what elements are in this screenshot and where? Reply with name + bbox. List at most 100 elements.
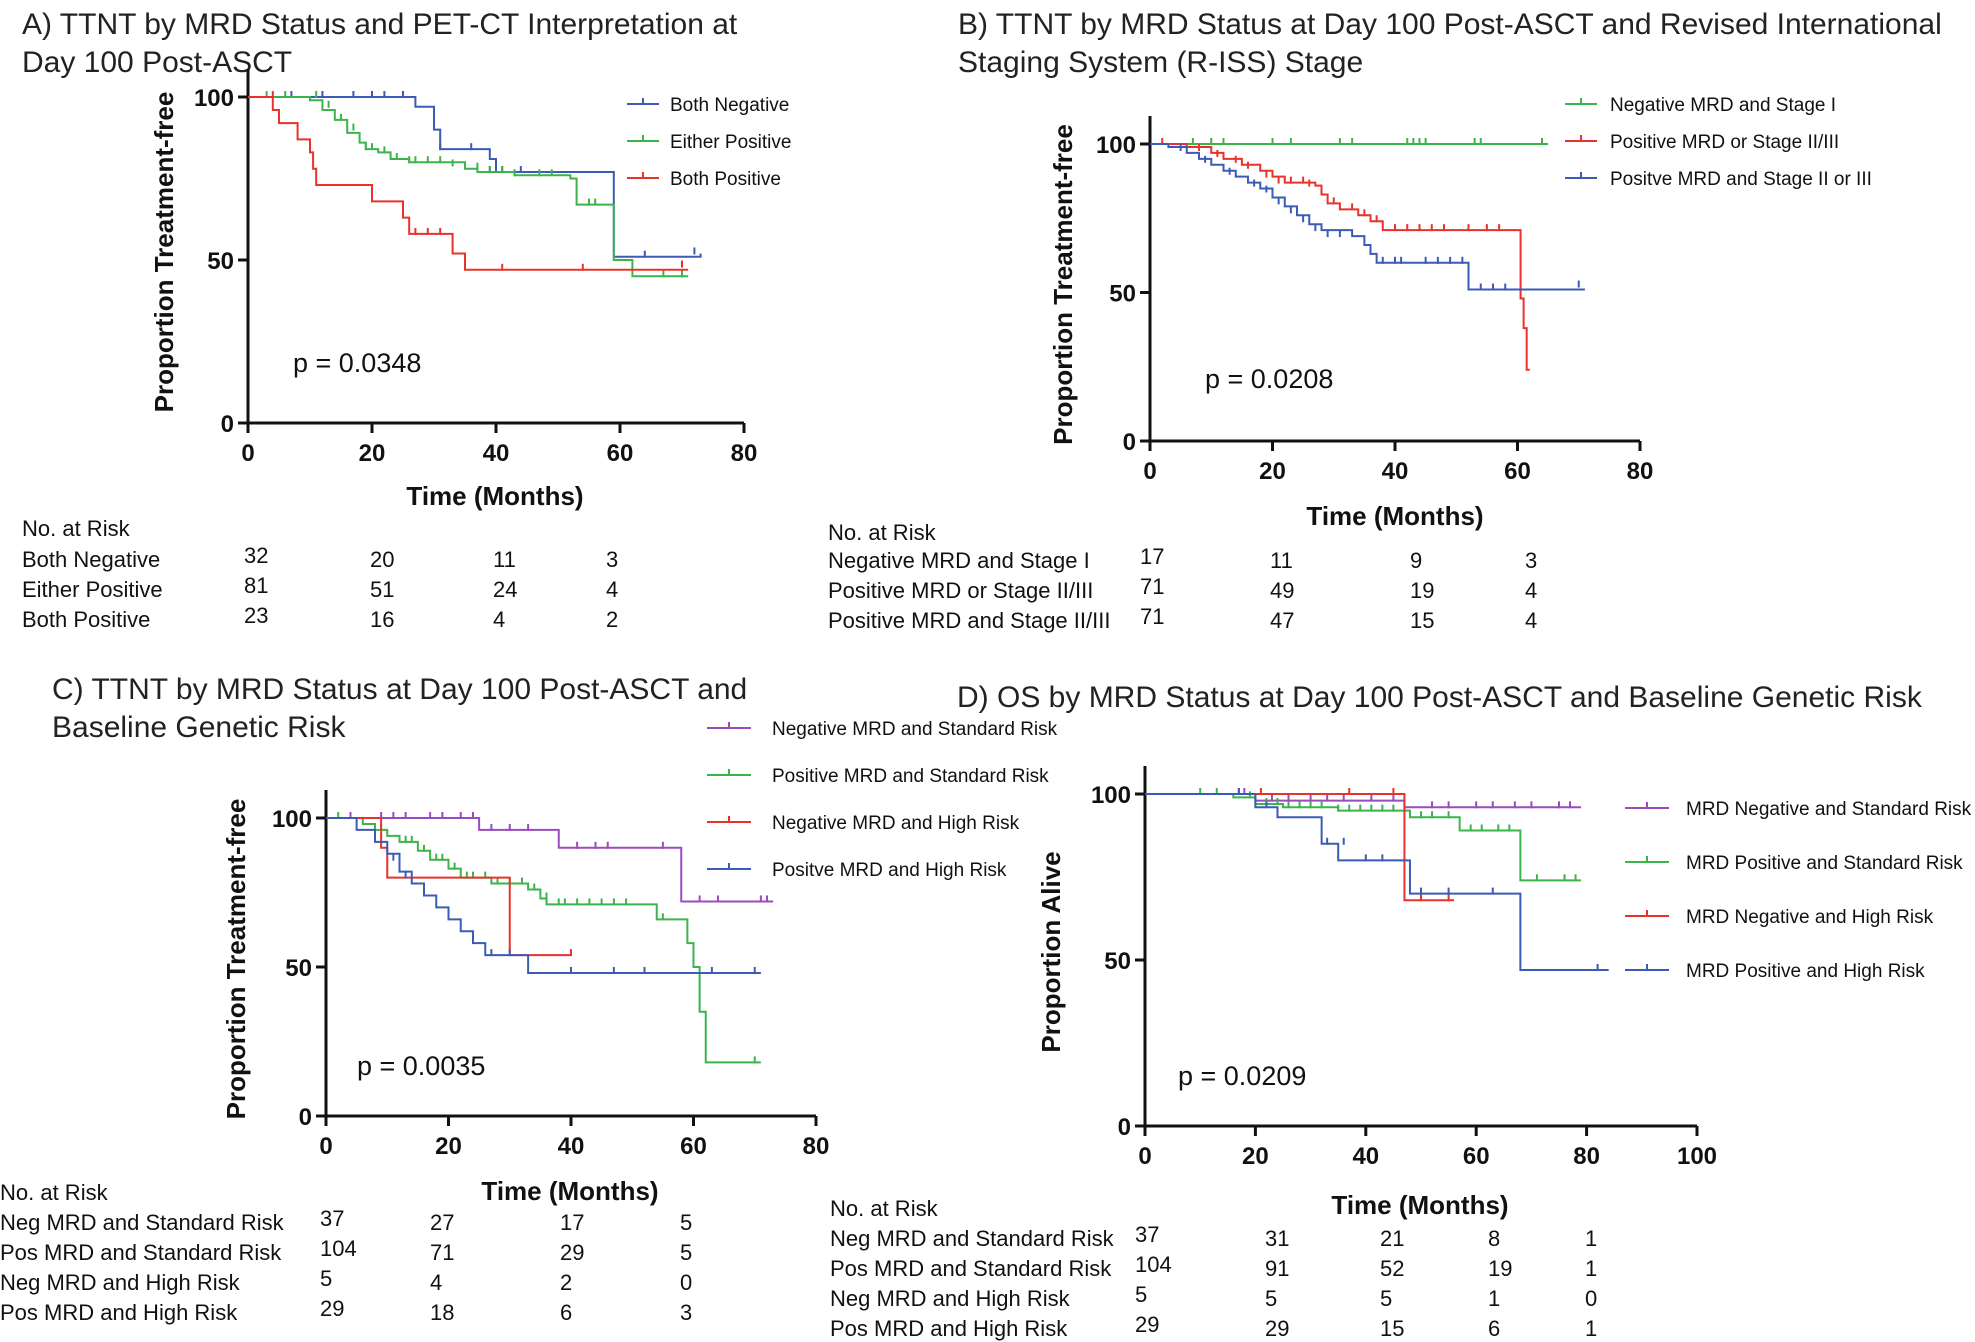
panel-d-risk-value: 29 — [1265, 1316, 1289, 1341]
panel-a-legend-label: Both Negative — [670, 95, 789, 116]
panel-c-series-line — [326, 817, 571, 957]
panel-a-risk-header: No. at Risk — [22, 516, 131, 541]
panel-b-x-tick-label: 60 — [1504, 458, 1531, 485]
panel-b-legend-label: Positive MRD or Stage II/III — [1610, 132, 1839, 153]
panel-d-x-tick-label: 20 — [1242, 1143, 1269, 1170]
panel-b-risk-value: 19 — [1410, 578, 1434, 603]
panel-c-risk-row-label: Pos MRD and Standard Risk — [0, 1240, 282, 1265]
panel-c-series-line — [326, 817, 761, 1064]
panel-b-title-line: B) TTNT by MRD Status at Day 100 Post-AS… — [958, 8, 1942, 41]
panel-d-legend-label: MRD Negative and High Risk — [1686, 907, 1934, 928]
panel-b-x-axis-label: Time (Months) — [1306, 501, 1483, 531]
panel-d-risk-row-label: Neg MRD and Standard Risk — [830, 1226, 1115, 1251]
panel-d-risk-value: 6 — [1488, 1316, 1500, 1341]
panel-a-risk-value: 23 — [244, 603, 268, 628]
panel-b-x-tick-label: 0 — [1143, 458, 1156, 485]
panel-d-risk-value: 15 — [1380, 1316, 1404, 1341]
panel-a-risk-row-label: Both Negative — [22, 547, 160, 572]
panel-b-risk-value: 4 — [1525, 608, 1537, 633]
panel-b-series-line — [1150, 143, 1530, 371]
panel-c-x-tick-label: 20 — [435, 1133, 462, 1160]
panel-d-risk-value: 29 — [1135, 1312, 1159, 1337]
panel-a-risk-value: 32 — [244, 543, 268, 568]
panel-c-y-tick-label: 0 — [299, 1104, 312, 1131]
panel-b-x-tick-label: 80 — [1627, 458, 1654, 485]
panel-c-legend-label: Positive MRD and Standard Risk — [772, 766, 1049, 787]
panel-d-risk-row-label: Pos MRD and High Risk — [830, 1316, 1068, 1341]
panel-d-risk-value: 0 — [1585, 1286, 1597, 1311]
panel-d-risk-value: 1 — [1488, 1286, 1500, 1311]
panel-d-risk-value: 8 — [1488, 1226, 1500, 1251]
panel-d-risk-value: 5 — [1380, 1286, 1392, 1311]
panel-b-risk-value: 15 — [1410, 608, 1434, 633]
panel-b-legend-label: Positve MRD and Stage II or III — [1610, 169, 1872, 190]
panel-a: A) TTNT by MRD Status and PET-CT Interpr… — [22, 8, 791, 632]
panel-a-y-axis-label: Proportion Treatment-free — [149, 92, 179, 413]
panel-b-y-tick-label: 0 — [1123, 429, 1136, 456]
panel-a-title-line: A) TTNT by MRD Status and PET-CT Interpr… — [22, 8, 738, 41]
panel-d-x-tick-label: 40 — [1352, 1143, 1379, 1170]
panel-a-legend-label: Either Positive — [670, 132, 791, 153]
panel-b-risk-row-label: Positive MRD or Stage II/III — [828, 578, 1093, 603]
panel-d-y-tick-label: 100 — [1091, 782, 1131, 809]
panel-a-x-tick-label: 60 — [607, 440, 634, 467]
panel-a-risk-row-label: Both Positive — [22, 607, 150, 632]
panel-c-x-tick-label: 40 — [558, 1133, 585, 1160]
panel-c-risk-header: No. at Risk — [0, 1180, 109, 1205]
panel-c-title-line: Baseline Genetic Risk — [52, 711, 346, 744]
panel-d-y-axis-label: Proportion Alive — [1036, 851, 1066, 1052]
panel-c-y-axis-label: Proportion Treatment-free — [221, 799, 251, 1120]
panel-b-risk-value: 71 — [1140, 604, 1164, 629]
panel-c-risk-value: 3 — [680, 1300, 692, 1325]
panel-a-x-tick-label: 20 — [359, 440, 386, 467]
panel-b-x-tick-label: 40 — [1382, 458, 1409, 485]
panel-d-risk-row-label: Pos MRD and Standard Risk — [830, 1256, 1112, 1281]
panel-c-legend-label: Negative MRD and High Risk — [772, 813, 1020, 834]
panel-a-x-axis-label: Time (Months) — [406, 481, 583, 511]
panel-b-risk-value: 17 — [1140, 544, 1164, 569]
panel-b-y-tick-label: 50 — [1109, 281, 1136, 308]
panel-c-x-tick-label: 60 — [680, 1133, 707, 1160]
panel-d-x-tick-label: 100 — [1677, 1143, 1717, 1170]
panel-b-legend-label: Negative MRD and Stage I — [1610, 95, 1836, 116]
panel-b-x-tick-label: 20 — [1259, 458, 1286, 485]
panel-c-risk-value: 71 — [430, 1240, 454, 1265]
panel-b-risk-row-label: Positive MRD and Stage II/III — [828, 608, 1110, 633]
panel-a-risk-row-label: Either Positive — [22, 577, 163, 602]
panel-c-x-tick-label: 0 — [319, 1133, 332, 1160]
panel-c-risk-value: 5 — [320, 1266, 332, 1291]
panel-b-risk-value: 11 — [1270, 548, 1293, 573]
panel-a-risk-value: 81 — [244, 573, 268, 598]
panel-a-y-tick-label: 100 — [194, 85, 234, 112]
panel-c-y-tick-label: 50 — [285, 955, 312, 982]
panel-b-risk-value: 49 — [1270, 578, 1294, 603]
panel-c-p-value: p = 0.0035 — [357, 1051, 485, 1081]
panel-d-title-line: D) OS by MRD Status at Day 100 Post-ASCT… — [957, 681, 1923, 714]
panel-a-p-value: p = 0.0348 — [293, 348, 421, 378]
panel-d-risk-value: 1 — [1585, 1226, 1597, 1251]
panel-a-y-tick-label: 0 — [221, 411, 234, 438]
panel-a-title-line: Day 100 Post-ASCT — [22, 46, 292, 79]
panel-c-risk-value: 2 — [560, 1270, 572, 1295]
panel-c-risk-value: 29 — [320, 1296, 344, 1321]
panel-d-risk-value: 31 — [1265, 1226, 1289, 1251]
panel-b-risk-row-label: Negative MRD and Stage I — [828, 548, 1090, 573]
panel-d-x-tick-label: 60 — [1463, 1143, 1490, 1170]
panel-a-risk-value: 4 — [606, 577, 618, 602]
panel-b-p-value: p = 0.0208 — [1205, 364, 1333, 394]
panel-d-p-value: p = 0.0209 — [1178, 1061, 1306, 1091]
panel-c-legend-label: Positve MRD and High Risk — [772, 860, 1007, 881]
panel-c-risk-row-label: Neg MRD and Standard Risk — [0, 1210, 285, 1235]
panel-d-risk-value: 52 — [1380, 1256, 1404, 1281]
panel-c-y-tick-label: 100 — [272, 806, 312, 833]
panel-c-risk-value: 27 — [430, 1210, 454, 1235]
panel-a-risk-value: 4 — [493, 607, 505, 632]
panel-a-risk-value: 20 — [370, 547, 394, 572]
panel-c-legend-label: Negative MRD and Standard Risk — [772, 719, 1058, 740]
panel-a-risk-value: 16 — [370, 607, 394, 632]
panel-c-x-axis-label: Time (Months) — [481, 1176, 658, 1206]
panel-a-x-tick-label: 40 — [483, 440, 510, 467]
panel-d-y-tick-label: 0 — [1118, 1114, 1131, 1141]
panel-b-risk-header: No. at Risk — [828, 520, 937, 545]
panel-d-risk-value: 1 — [1585, 1316, 1597, 1341]
